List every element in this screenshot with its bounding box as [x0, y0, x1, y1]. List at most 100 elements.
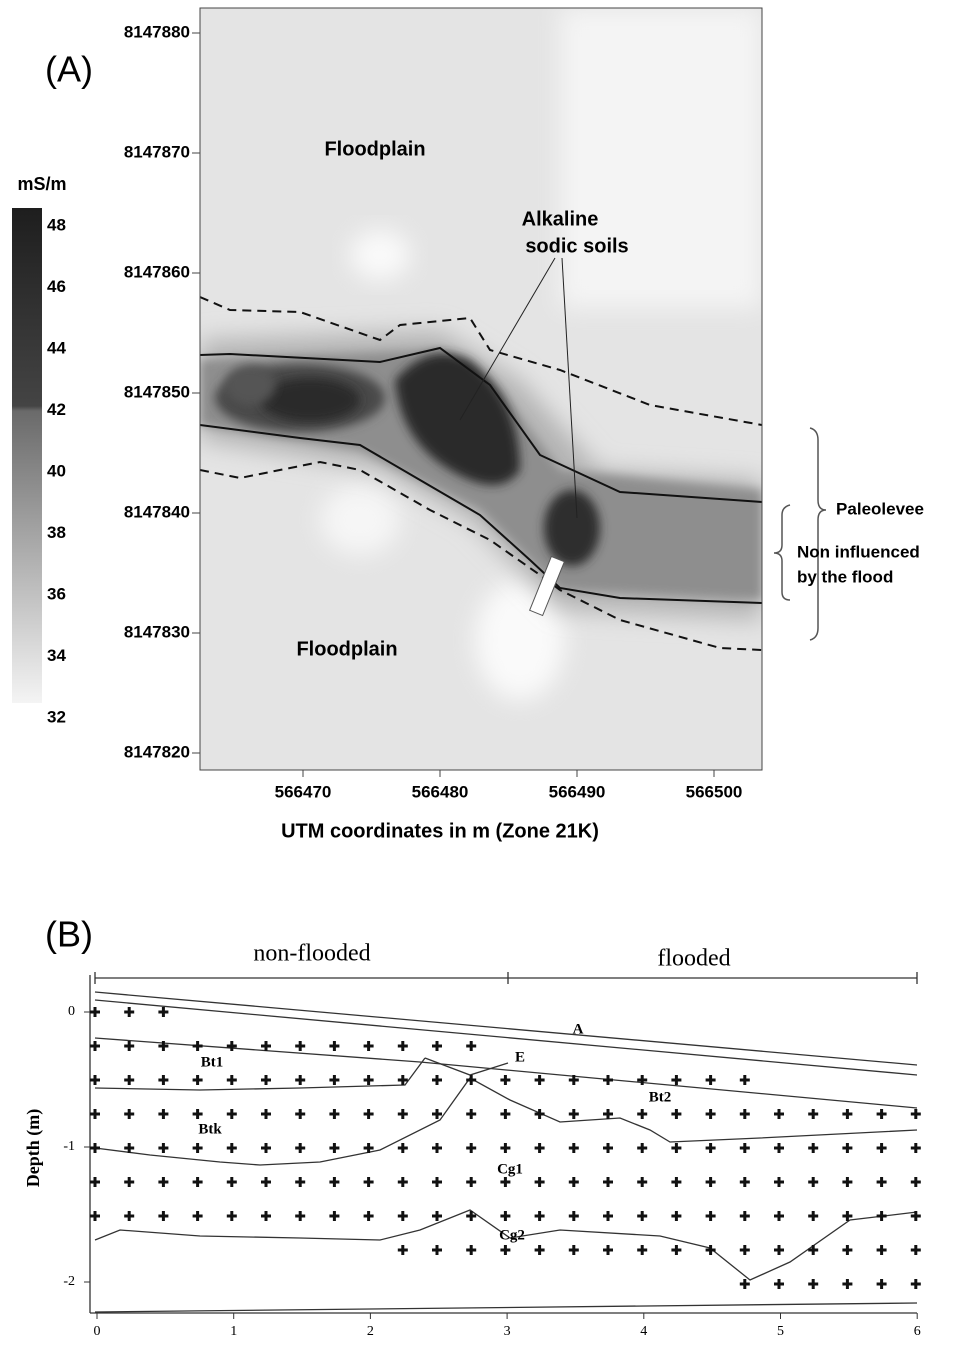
plus — [568, 1211, 579, 1221]
panel-label: (B) — [45, 914, 93, 955]
plus — [774, 1211, 784, 1221]
plus — [397, 1109, 408, 1119]
plus — [534, 1211, 545, 1221]
annotation: Non influenced — [797, 542, 920, 561]
plus — [842, 1177, 853, 1187]
plus — [261, 1143, 271, 1153]
plus — [671, 1177, 682, 1187]
plus — [637, 1075, 648, 1085]
plus — [261, 1177, 271, 1187]
plus — [705, 1211, 716, 1221]
plus — [466, 1245, 477, 1255]
plus — [90, 1109, 100, 1119]
plus — [774, 1177, 784, 1187]
colorbar-tick-label: 44 — [47, 338, 66, 357]
plus — [158, 1177, 169, 1187]
plus — [876, 1109, 887, 1119]
plus — [603, 1109, 613, 1119]
plus — [568, 1177, 579, 1187]
zone-label: flooded — [657, 946, 730, 972]
horizon-label: Btk — [198, 1121, 222, 1137]
y-axis-label: Depth (m) — [23, 1109, 44, 1188]
plus — [603, 1177, 613, 1187]
plus — [329, 1143, 340, 1153]
plus — [192, 1041, 203, 1051]
profile-lines — [89, 972, 918, 1314]
plus — [363, 1109, 374, 1119]
colorbar-tick-label: 36 — [47, 584, 66, 603]
plus — [158, 1075, 169, 1085]
plus — [671, 1143, 682, 1153]
plus — [192, 1143, 203, 1153]
plus — [568, 1245, 579, 1255]
plus — [808, 1177, 819, 1187]
plus — [90, 1143, 100, 1153]
plus — [226, 1075, 237, 1085]
plus — [295, 1075, 306, 1085]
plus — [876, 1177, 887, 1187]
plus — [534, 1075, 545, 1085]
plus — [671, 1245, 682, 1255]
plus — [226, 1177, 237, 1187]
plus — [363, 1041, 374, 1051]
colorbar-tick-label: 34 — [47, 646, 66, 665]
colorbar-tick-label: 38 — [47, 523, 66, 542]
plus — [90, 1177, 100, 1187]
x-tick-label: 6 — [914, 1324, 921, 1339]
plus — [637, 1177, 648, 1187]
braces — [773, 427, 827, 641]
plus — [192, 1211, 203, 1221]
annotation: Floodplain — [296, 638, 397, 660]
plus — [876, 1143, 887, 1153]
plus — [124, 1211, 135, 1221]
plus — [842, 1109, 853, 1119]
y-tick-label: -2 — [63, 1274, 75, 1289]
plus — [876, 1279, 887, 1289]
plus — [226, 1143, 237, 1153]
plus — [329, 1211, 340, 1221]
annotation: sodic soils — [525, 235, 628, 257]
x-tick-label: 4 — [640, 1324, 647, 1339]
plus — [261, 1211, 271, 1221]
plus — [842, 1279, 853, 1289]
plus — [534, 1109, 545, 1119]
plus — [466, 1041, 477, 1051]
colorbar-tick-label: 40 — [47, 461, 66, 480]
plus — [500, 1211, 511, 1221]
plus — [705, 1109, 716, 1119]
plus — [158, 1211, 169, 1221]
plus — [329, 1041, 340, 1051]
plus — [466, 1075, 477, 1085]
plus — [90, 1041, 100, 1051]
horizon-label: Bt1 — [201, 1054, 224, 1070]
plus — [158, 1041, 169, 1051]
plus — [808, 1279, 819, 1289]
plus — [739, 1245, 750, 1255]
plus — [808, 1245, 819, 1255]
map-frame — [199, 7, 763, 771]
plus — [637, 1245, 648, 1255]
annotation: by the flood — [797, 567, 893, 586]
plus — [397, 1143, 408, 1153]
y-tick-label: 8147870 — [124, 142, 190, 161]
plus — [90, 1211, 100, 1221]
horizon-label: E — [515, 1049, 525, 1065]
plus — [397, 1211, 408, 1221]
plus — [466, 1143, 477, 1153]
plus — [295, 1211, 306, 1221]
plus — [261, 1075, 271, 1085]
plus — [842, 1245, 853, 1255]
plus — [432, 1211, 442, 1221]
plus — [192, 1177, 203, 1187]
plus — [671, 1109, 682, 1119]
plus — [603, 1245, 613, 1255]
plus — [808, 1109, 819, 1119]
plus — [637, 1211, 648, 1221]
plus — [705, 1245, 716, 1255]
plus — [500, 1075, 511, 1085]
y-tick-label: -1 — [63, 1139, 75, 1154]
plus — [739, 1177, 750, 1187]
horizon-label: Cg1 — [497, 1161, 523, 1177]
y-tick-label: 0 — [68, 1004, 75, 1019]
